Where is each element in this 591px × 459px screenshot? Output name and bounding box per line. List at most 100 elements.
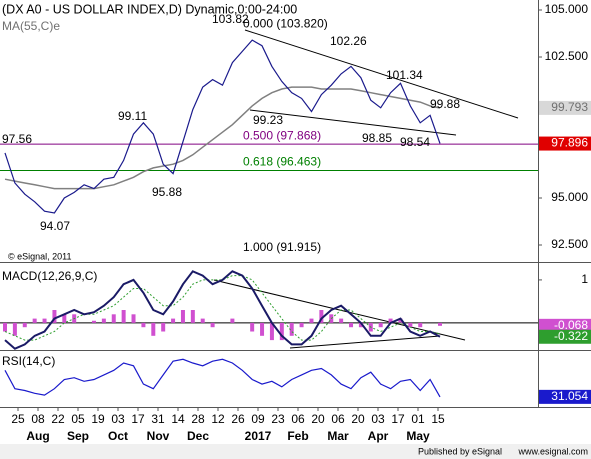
histogram-bar — [200, 318, 205, 323]
x-tick-label: 01 — [411, 412, 425, 426]
annotation: 99.11 — [118, 109, 147, 123]
chart-title: (DX A0 - US DOLLAR INDEX,D) Dynamic,0:00… — [2, 2, 297, 16]
y-tick-label: 1 — [581, 272, 588, 286]
value-box — [539, 389, 591, 404]
price-line — [4, 275, 441, 341]
price-line — [4, 358, 441, 398]
histogram-bar — [388, 318, 393, 323]
value-box — [539, 136, 591, 151]
histogram-bar — [349, 322, 354, 328]
histogram-bar — [141, 322, 146, 328]
x-tick-label: 23 — [271, 412, 285, 426]
x-tick-label: 20 — [351, 412, 365, 426]
histogram-bar — [398, 318, 403, 323]
x-tick-label: 17 — [391, 412, 405, 426]
histogram-bar — [260, 322, 265, 336]
annotation: 98.54 — [400, 135, 430, 149]
histogram-bar — [91, 320, 96, 323]
histogram-bar — [22, 322, 27, 328]
x-tick-label: 12 — [211, 412, 225, 426]
histogram-bar — [210, 322, 215, 328]
histogram-bar — [3, 322, 7, 332]
x-month-label: Mar — [327, 429, 349, 443]
footer-left: Published by eSignal — [418, 446, 502, 456]
fib-label: 0.618 (96.463) — [243, 155, 321, 169]
histogram-bar — [289, 322, 294, 336]
value-label: 99.793 — [551, 100, 588, 114]
annotation: 101.34 — [386, 68, 423, 82]
panel-title: MACD(12,26,9,C) — [2, 269, 97, 283]
histogram-bar — [180, 310, 185, 323]
x-month-label: Sep — [67, 429, 89, 443]
histogram-bar — [309, 318, 314, 323]
footer-right: www.esignal.com — [517, 446, 588, 456]
x-month-label: 2017 — [245, 429, 272, 443]
annotation: 103.82 — [212, 12, 249, 26]
x-tick-label: 14 — [171, 412, 185, 426]
x-tick-label: 15 — [431, 412, 445, 426]
x-tick-label: 03 — [371, 412, 385, 426]
fib-label: 1.000 (91.915) — [243, 240, 321, 254]
histogram-bar — [319, 310, 324, 323]
price-line — [4, 39, 441, 214]
y-tick-label: 92.500 — [551, 237, 588, 251]
x-tick-label: 26 — [231, 412, 245, 426]
histogram-bar — [131, 314, 136, 323]
x-tick-label: 06 — [291, 412, 305, 426]
x-month-label: Apr — [368, 429, 389, 443]
trend-line — [244, 29, 519, 119]
legend-entry: MA(55,C)e — [2, 19, 60, 33]
annotation: 98.85 — [362, 131, 392, 145]
footer-bar — [0, 444, 591, 459]
x-tick-label: 25 — [11, 412, 25, 426]
x-month-label: Aug — [26, 429, 49, 443]
x-tick-label: 03 — [111, 412, 125, 426]
y-tick-label: 95.000 — [551, 190, 588, 204]
annotation: 94.07 — [40, 219, 70, 233]
x-tick-label: 17 — [131, 412, 145, 426]
trend-line — [289, 335, 441, 349]
x-tick-label: 31 — [151, 412, 165, 426]
x-tick-label: 19 — [91, 412, 105, 426]
value-box — [539, 100, 591, 115]
value-label: 31.054 — [551, 389, 588, 403]
histogram-bar — [339, 318, 344, 323]
histogram-bar — [299, 322, 304, 328]
histogram-bar — [269, 322, 274, 341]
value-box — [539, 329, 591, 344]
histogram-bar — [101, 318, 106, 323]
histogram-bar — [190, 310, 195, 323]
price-line — [4, 270, 441, 350]
histogram-bar — [171, 318, 176, 323]
value-label: 97.896 — [551, 136, 588, 150]
x-tick-label: 05 — [71, 412, 85, 426]
x-month-label: Feb — [287, 429, 308, 443]
annotation: 97.56 — [2, 132, 32, 146]
x-tick-label: 08 — [31, 412, 45, 426]
histogram-bar — [230, 318, 235, 323]
histogram-bar — [32, 318, 37, 323]
panel-title: RSI(14,C) — [2, 354, 55, 368]
x-month-label: Nov — [147, 429, 170, 443]
histogram-bar — [42, 318, 47, 323]
x-month-label: Oct — [108, 429, 128, 443]
x-month-label: Dec — [187, 429, 209, 443]
histogram-bar — [438, 322, 442, 326]
histogram-bar — [62, 314, 67, 323]
histogram-bar — [408, 322, 413, 328]
x-tick-label: 28 — [191, 412, 205, 426]
trend-line — [213, 279, 466, 341]
histogram-bar — [161, 322, 166, 332]
y-tick-label: 105.000 — [545, 2, 589, 16]
x-tick-label: 09 — [251, 412, 265, 426]
x-month-label: May — [406, 429, 430, 443]
copyright: © eSignal, 2011 — [8, 251, 72, 261]
histogram-bar — [378, 322, 383, 328]
histogram-bar — [52, 310, 57, 323]
histogram-bar — [250, 322, 255, 332]
annotation: 95.88 — [152, 185, 182, 199]
trend-line — [249, 109, 457, 136]
histogram-bar — [121, 310, 126, 323]
annotation: 99.88 — [430, 97, 460, 111]
